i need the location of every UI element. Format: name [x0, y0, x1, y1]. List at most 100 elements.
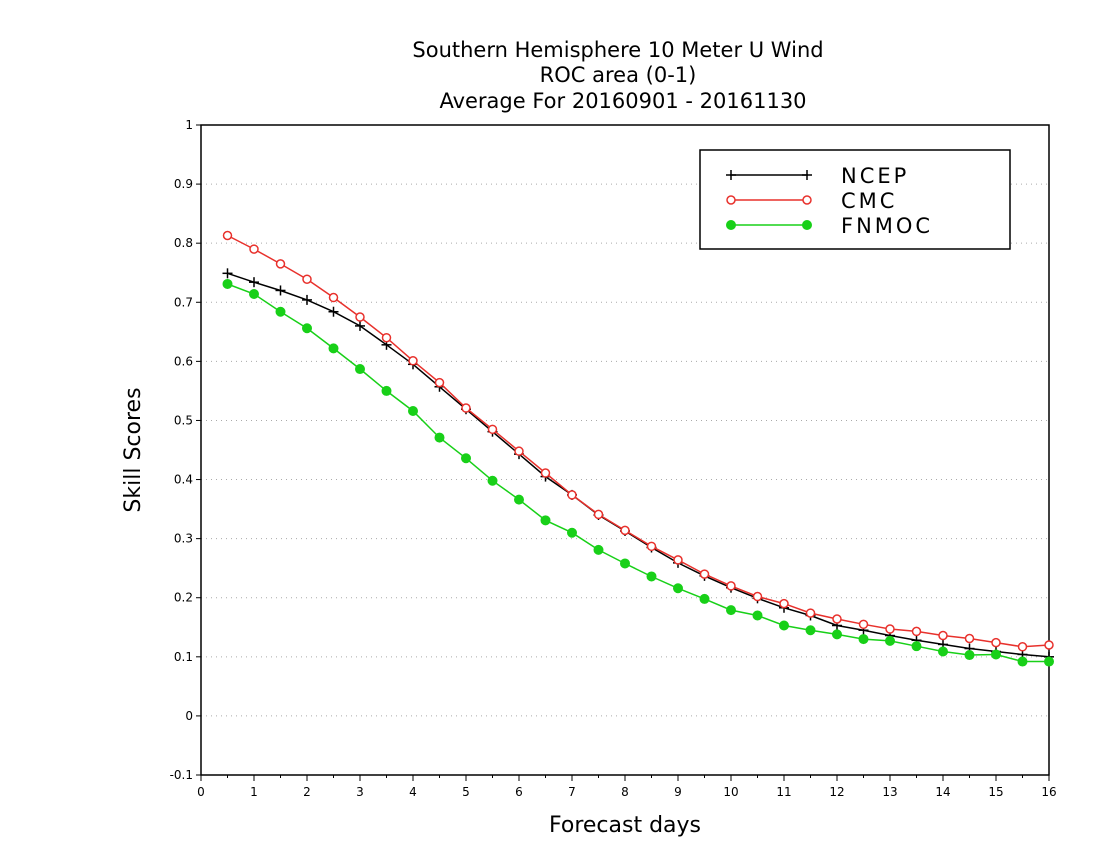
- data-point-fnmoc: [514, 494, 524, 505]
- data-point-cmc: [1017, 642, 1028, 652]
- data-point-fnmoc: [699, 593, 710, 604]
- data-point-fnmoc: [540, 515, 551, 526]
- y-tick-label: 0.4: [174, 473, 193, 487]
- data-point-fnmoc: [381, 385, 392, 396]
- data-point-fnmoc: [1044, 656, 1054, 667]
- data-point-cmc: [964, 633, 975, 644]
- data-point-cmc: [646, 541, 657, 552]
- x-tick-label: 12: [829, 785, 844, 799]
- data-point-cmc: [805, 608, 816, 618]
- chart-title-line-2: ROC area (0-1): [540, 63, 697, 87]
- data-point-fnmoc: [434, 432, 445, 443]
- legend-marker-ncep: [802, 170, 812, 180]
- series-line-cmc: [227, 234, 1050, 648]
- data-point-cmc: [911, 626, 922, 637]
- data-point-fnmoc: [1017, 656, 1028, 667]
- legend-marker-cmc: [726, 195, 736, 205]
- data-point-fnmoc: [275, 306, 286, 317]
- data-point-fnmoc: [487, 475, 498, 486]
- x-tick-label: 8: [621, 785, 629, 799]
- data-point-ncep: [328, 306, 339, 317]
- chart-title-line-3: Average For 20160901 - 20161130: [439, 89, 806, 113]
- data-point-cmc: [699, 569, 710, 579]
- series-line-ncep: [227, 272, 1050, 658]
- data-point-fnmoc: [991, 649, 1001, 660]
- data-point-fnmoc: [673, 583, 683, 594]
- data-point-fnmoc: [885, 635, 895, 646]
- x-tick-label: 15: [988, 785, 1003, 799]
- data-point-cmc: [1044, 640, 1054, 650]
- data-point-cmc: [726, 581, 736, 591]
- data-point-fnmoc: [938, 646, 948, 657]
- x-tick-label: 10: [723, 785, 738, 799]
- data-point-cmc: [408, 356, 418, 366]
- legend-entry-ncep: NCEP: [726, 164, 909, 188]
- legend-marker-cmc: [802, 195, 812, 205]
- x-tick-label: 7: [568, 785, 576, 799]
- data-point-fnmoc: [355, 364, 365, 375]
- data-point-fnmoc: [302, 323, 312, 334]
- data-point-cmc: [355, 312, 365, 322]
- data-point-ncep: [302, 294, 312, 305]
- y-tick-label: 0.2: [174, 591, 193, 605]
- data-point-cmc: [302, 274, 312, 284]
- x-tick-label: 9: [674, 785, 682, 799]
- gridlines: [201, 183, 1049, 717]
- data-point-cmc: [832, 614, 842, 624]
- data-point-cmc: [858, 619, 869, 630]
- legend-label-fnmoc: FNMOC: [841, 214, 933, 238]
- y-tick-label: 1: [185, 118, 193, 132]
- y-axis-label: Skill Scores: [121, 387, 146, 512]
- y-tick-label: 0.9: [174, 177, 193, 191]
- x-tick-label: 1: [250, 785, 258, 799]
- data-point-ncep: [249, 277, 259, 288]
- y-axis: -0.1 0 0.1 0.2 0.3 0.4 0.5 0.6 0.7 0.8 0.9 1: [170, 118, 201, 782]
- legend-entry-fnmoc: FNMOC: [726, 214, 933, 238]
- x-tick-label: 16: [1041, 785, 1056, 799]
- data-point-fnmoc: [328, 343, 339, 354]
- data-point-fnmoc: [726, 605, 736, 616]
- y-tick-label: 0.5: [174, 413, 193, 427]
- data-point-cmc: [249, 244, 259, 254]
- data-point-fnmoc: [832, 629, 842, 640]
- x-tick-label: 13: [882, 785, 897, 799]
- data-point-ncep: [222, 268, 233, 279]
- y-tick-label: 0.3: [174, 532, 193, 546]
- data-point-cmc: [275, 259, 286, 269]
- y-tick-label: 0.7: [174, 295, 193, 309]
- data-point-fnmoc: [779, 620, 789, 631]
- data-point-cmc: [381, 332, 392, 343]
- data-point-fnmoc: [222, 278, 233, 289]
- data-point-fnmoc: [249, 289, 259, 299]
- chart-title: Southern Hemisphere 10 Meter U Wind ROC …: [412, 38, 823, 113]
- x-axis: 0 1 2 3 4 5 6 7 8 9 10 11 12 13 14 15 16: [197, 775, 1057, 799]
- data-point-cmc: [991, 637, 1001, 648]
- data-point-cmc: [487, 424, 498, 435]
- data-point-fnmoc: [593, 544, 604, 555]
- legend-marker-fnmoc: [802, 220, 812, 230]
- data-point-fnmoc: [964, 650, 975, 661]
- data-point-cmc: [434, 377, 445, 388]
- data-point-cmc: [514, 446, 524, 456]
- data-point-fnmoc: [408, 406, 418, 416]
- series-layer: [222, 230, 1054, 667]
- data-point-cmc: [620, 525, 630, 536]
- y-tick-label: 0.8: [174, 236, 193, 250]
- series-cmc: [222, 230, 1054, 652]
- data-point-fnmoc: [805, 625, 816, 636]
- x-tick-label: 4: [409, 785, 417, 799]
- data-point-cmc: [328, 292, 339, 303]
- legend-entry-cmc: CMC: [726, 189, 894, 213]
- data-point-cmc: [673, 555, 683, 565]
- data-point-cmc: [752, 591, 763, 602]
- data-point-fnmoc: [911, 641, 922, 652]
- x-tick-label: 0: [197, 785, 205, 799]
- chart-title-line-1: Southern Hemisphere 10 Meter U Wind: [412, 38, 823, 62]
- data-point-cmc: [885, 624, 895, 634]
- x-tick-label: 14: [935, 785, 950, 799]
- series-line-fnmoc: [227, 283, 1049, 663]
- legend-label-ncep: NCEP: [841, 164, 909, 188]
- y-tick-label: 0.1: [174, 650, 193, 664]
